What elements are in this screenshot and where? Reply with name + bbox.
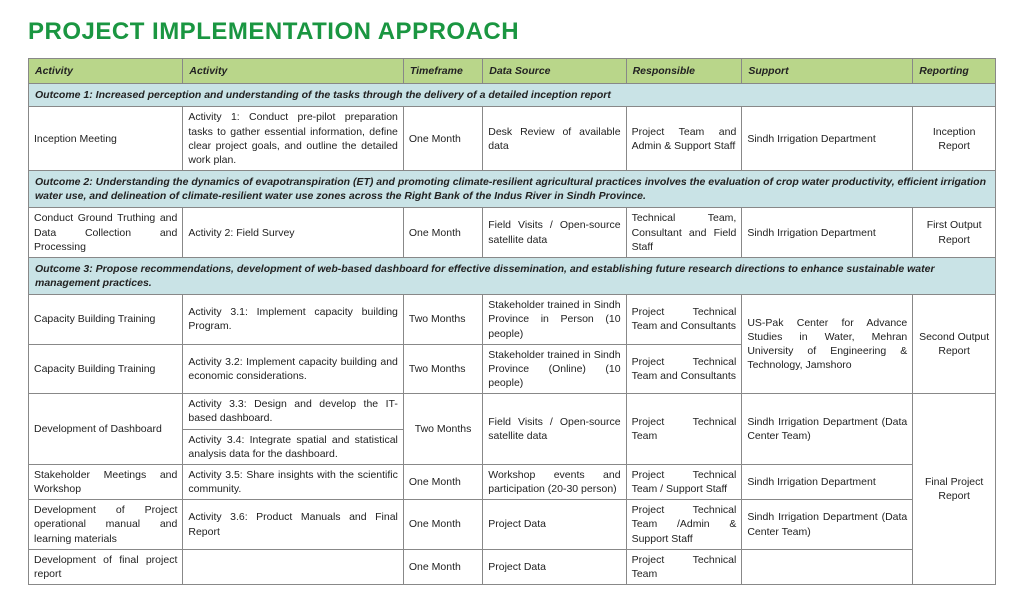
cell: Sindh Irrigation Department (Data Center…: [742, 500, 913, 550]
cell: Field Visits / Open-source satellite dat…: [483, 208, 626, 258]
cell: US-Pak Center for Advance Studies in Wat…: [742, 295, 913, 394]
cell: Activity 3.2: Implement capacity buildin…: [183, 344, 404, 394]
cell: One Month: [403, 464, 482, 499]
outcome-2-row: Outcome 2: Understanding the dynamics of…: [29, 171, 996, 208]
cell: Activity 3.4: Integrate spatial and stat…: [183, 429, 404, 464]
cell: Two Months: [403, 394, 482, 465]
cell: [742, 549, 913, 584]
cell: One Month: [403, 107, 482, 171]
cell: Activity 2: Field Survey: [183, 208, 404, 258]
cell: Project Team and Admin & Support Staff: [626, 107, 742, 171]
cell: [183, 549, 404, 584]
table-row: Development of Dashboard Activity 3.3: D…: [29, 394, 996, 429]
col-reporting: Reporting: [913, 59, 996, 84]
cell: Sindh Irrigation Department: [742, 107, 913, 171]
col-support: Support: [742, 59, 913, 84]
table-row: Capacity Building Training Activity 3.1:…: [29, 295, 996, 345]
cell: Inception Report: [913, 107, 996, 171]
cell: Project Technical Team and Consultants: [626, 344, 742, 394]
cell: Project Technical Team: [626, 549, 742, 584]
cell: Activity 3.5: Share insights with the sc…: [183, 464, 404, 499]
cell: Desk Review of available data: [483, 107, 626, 171]
cell: Activity 3.1: Implement capacity buildin…: [183, 295, 404, 345]
col-activity-1: Activity: [29, 59, 183, 84]
cell: Two Months: [403, 295, 482, 345]
cell: Project Technical Team /Admin & Support …: [626, 500, 742, 550]
outcome-1-text: Outcome 1: Increased perception and unde…: [29, 84, 996, 107]
col-responsible: Responsible: [626, 59, 742, 84]
cell: Stakeholder trained in Sindh Province (O…: [483, 344, 626, 394]
outcome-1-row: Outcome 1: Increased perception and unde…: [29, 84, 996, 107]
cell: Workshop events and participation (20-30…: [483, 464, 626, 499]
cell: Project Technical Team: [626, 394, 742, 465]
table-row: Inception Meeting Activity 1: Conduct pr…: [29, 107, 996, 171]
cell: Sindh Irrigation Department (Data Center…: [742, 394, 913, 465]
table-row: Development of final project report One …: [29, 549, 996, 584]
table-header-row: Activity Activity Timeframe Data Source …: [29, 59, 996, 84]
outcome-2-text: Outcome 2: Understanding the dynamics of…: [29, 171, 996, 208]
cell: Project Data: [483, 500, 626, 550]
cell: Activity 3.3: Design and develop the IT-…: [183, 394, 404, 429]
cell: Stakeholder Meetings and Workshop: [29, 464, 183, 499]
cell: Two Months: [403, 344, 482, 394]
table-row: Stakeholder Meetings and Workshop Activi…: [29, 464, 996, 499]
cell: One Month: [403, 500, 482, 550]
cell: Development of Project operational manua…: [29, 500, 183, 550]
cell: Second Output Report: [913, 295, 996, 394]
cell: Field Visits / Open-source satellite dat…: [483, 394, 626, 465]
cell: One Month: [403, 549, 482, 584]
cell: Capacity Building Training: [29, 295, 183, 345]
cell: Inception Meeting: [29, 107, 183, 171]
cell: Sindh Irrigation Department: [742, 464, 913, 499]
cell: Development of final project report: [29, 549, 183, 584]
cell: Sindh Irrigation Department: [742, 208, 913, 258]
cell: Project Technical Team / Support Staff: [626, 464, 742, 499]
cell: Capacity Building Training: [29, 344, 183, 394]
implementation-table: Activity Activity Timeframe Data Source …: [28, 58, 996, 585]
outcome-3-text: Outcome 3: Propose recommendations, deve…: [29, 257, 996, 294]
page-title: PROJECT IMPLEMENTATION APPROACH: [28, 18, 996, 46]
cell: Activity 1: Conduct pre-pilot preparatio…: [183, 107, 404, 171]
cell: Stakeholder trained in Sindh Province in…: [483, 295, 626, 345]
cell: Development of Dashboard: [29, 394, 183, 465]
cell: First Output Report: [913, 208, 996, 258]
col-timeframe: Timeframe: [403, 59, 482, 84]
cell: Project Technical Team and Consultants: [626, 295, 742, 345]
cell: Project Data: [483, 549, 626, 584]
table-row: Conduct Ground Truthing and Data Collect…: [29, 208, 996, 258]
table-row: Development of Project operational manua…: [29, 500, 996, 550]
cell: One Month: [403, 208, 482, 258]
col-activity-2: Activity: [183, 59, 404, 84]
cell: Activity 3.6: Product Manuals and Final …: [183, 500, 404, 550]
cell: Conduct Ground Truthing and Data Collect…: [29, 208, 183, 258]
cell: Final Project Report: [913, 394, 996, 585]
outcome-3-row: Outcome 3: Propose recommendations, deve…: [29, 257, 996, 294]
col-data-source: Data Source: [483, 59, 626, 84]
cell: Technical Team, Consultant and Field Sta…: [626, 208, 742, 258]
